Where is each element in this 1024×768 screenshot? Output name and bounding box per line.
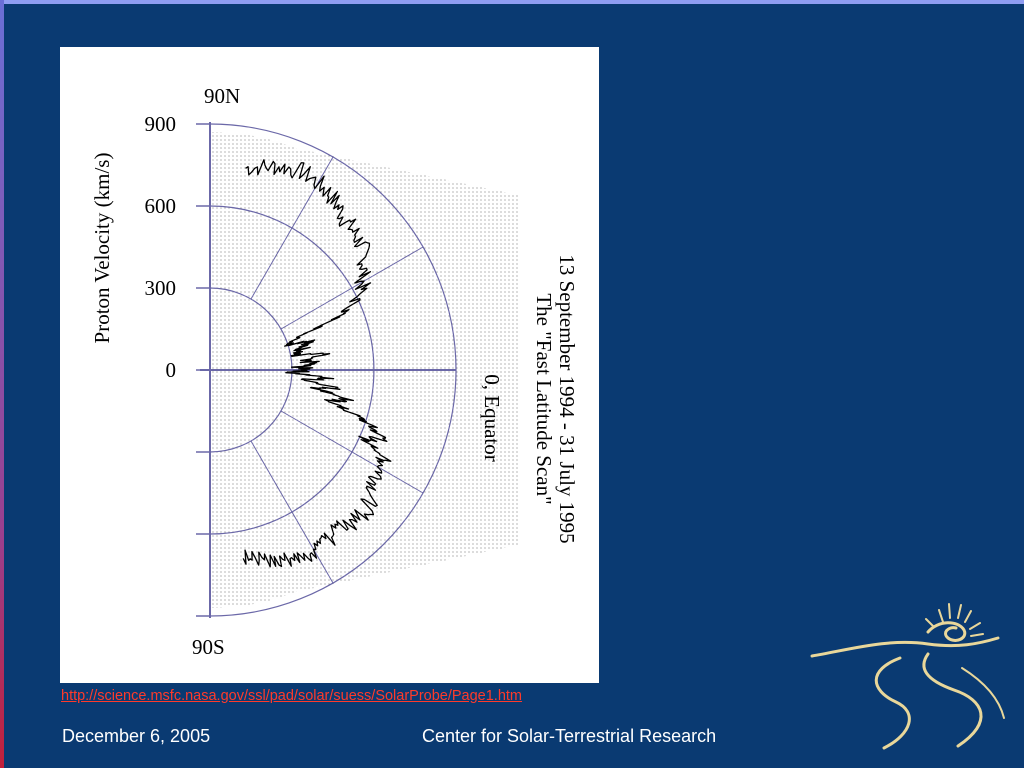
grid-spoke-60 bbox=[250, 156, 334, 300]
label-equator: 0, Equator bbox=[480, 374, 504, 461]
tick-label-900: 900 bbox=[145, 112, 177, 136]
tick-label-600: 600 bbox=[145, 194, 177, 218]
polar-velocity-chart: 90N 90S 0 300 600 900 Proton Velocity (km/s… bbox=[90, 84, 579, 659]
chart-title-line1: 13 September 1994 - 31 July 1995 bbox=[555, 254, 579, 543]
label-90n: 90N bbox=[204, 84, 240, 108]
grid-spoke-30 bbox=[280, 246, 424, 330]
grid-spoke--30 bbox=[280, 410, 424, 494]
chart-title-line2: The "Fast Latitude Scan" bbox=[532, 293, 556, 504]
grid-spoke--60 bbox=[250, 440, 334, 584]
figure-panel: 90N 90S 0 300 600 900 Proton Velocity (km/s… bbox=[60, 47, 599, 683]
polar-grid bbox=[200, 123, 457, 617]
label-90s: 90S bbox=[192, 635, 225, 659]
slide-top-border bbox=[0, 0, 1024, 4]
source-link[interactable]: http://science.msfc.nasa.gov/ssl/pad/sol… bbox=[61, 688, 523, 704]
proton-velocity-trace bbox=[242, 159, 392, 568]
footer-org: Center for Solar-Terrestrial Research bbox=[422, 726, 717, 746]
tick-label-0: 0 bbox=[166, 358, 177, 382]
y-axis-label: Proton Velocity (km/s) bbox=[90, 153, 114, 344]
radial-axis bbox=[196, 122, 211, 618]
sun-road-logo-icon bbox=[810, 603, 1005, 750]
footer-date: December 6, 2005 bbox=[62, 726, 211, 746]
tick-label-300: 300 bbox=[145, 276, 177, 300]
slide-left-border bbox=[0, 0, 4, 768]
radial-tick-labels: 0 300 600 900 bbox=[145, 112, 177, 382]
